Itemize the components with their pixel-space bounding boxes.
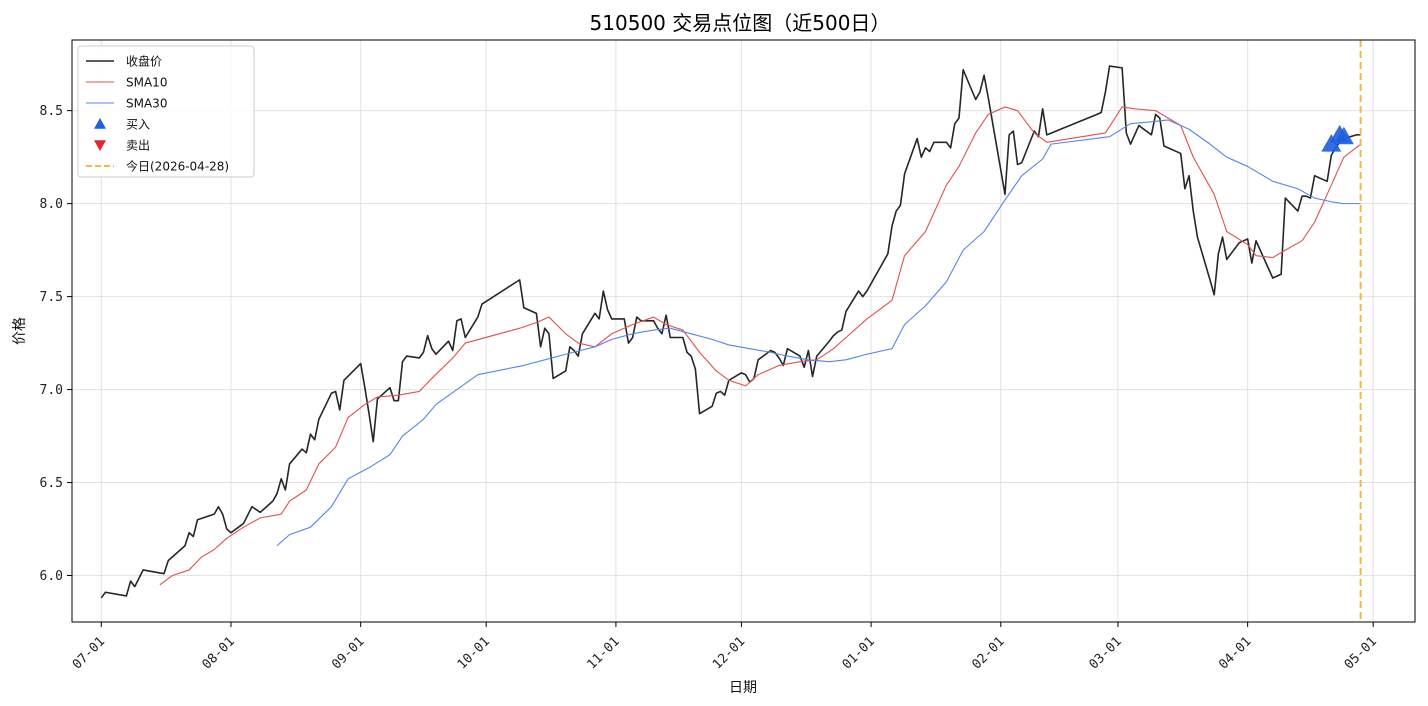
y-tick-label: 6.5 (40, 476, 63, 491)
x-tick-label: 02-01 (969, 634, 1007, 672)
x-tick-label: 01-01 (840, 634, 878, 672)
y-tick-label: 8.5 (40, 104, 63, 119)
y-tick-label: 7.5 (40, 290, 63, 305)
y-tick-label: 8.0 (40, 197, 63, 212)
plot-frame (71, 39, 1416, 623)
buy-marker (1321, 134, 1342, 152)
x-tick-label: 05-01 (1342, 634, 1380, 672)
series-layer (100, 65, 1361, 599)
series-line-close (100, 65, 1361, 599)
x-tick-label: 09-01 (329, 634, 367, 672)
x-axis-label: 日期 (729, 680, 757, 696)
marker-layer (1321, 124, 1354, 152)
y-axis-ticks: 6.0 6.5 7.0 7.5 8.0 8.5 (40, 104, 72, 584)
legend-label-buy: 买入 (126, 118, 150, 132)
x-tick-label: 03-01 (1086, 634, 1124, 672)
buy-marker (1333, 126, 1354, 145)
x-tick-label: 08-01 (200, 634, 238, 672)
grid-lines (72, 40, 1415, 622)
x-tick-label: 04-01 (1216, 634, 1254, 672)
legend-swatch-sell (94, 140, 106, 151)
legend-label-sma30: SMA30 (126, 97, 167, 111)
series-line-sma10 (159, 106, 1361, 586)
legend-swatch-buy (94, 118, 106, 129)
x-tick-label: 11-01 (584, 634, 622, 672)
legend-label-sma10: SMA10 (126, 76, 167, 90)
y-tick-label: 7.0 (40, 383, 63, 398)
legend-label-sell: 卖出 (126, 139, 150, 153)
legend-box (77, 45, 255, 178)
x-tick-label: 10-01 (455, 634, 493, 672)
x-axis-ticks: 07-01 08-01 09-01 10-01 11-01 12-01 01-01 02-01… (70, 622, 1380, 673)
legend-label-close: 收盘价 (126, 54, 162, 69)
x-tick-label: 12-01 (710, 634, 748, 672)
x-tick-label: 07-01 (70, 634, 108, 672)
y-axis-label: 价格 (12, 317, 28, 345)
series-line-sma30 (276, 119, 1361, 547)
y-tick-label: 6.0 (40, 569, 63, 584)
legend-label-today: 今日(2026-04-28) (126, 159, 229, 174)
chart-title: 510500 交易点位图（近500日） (590, 11, 891, 35)
